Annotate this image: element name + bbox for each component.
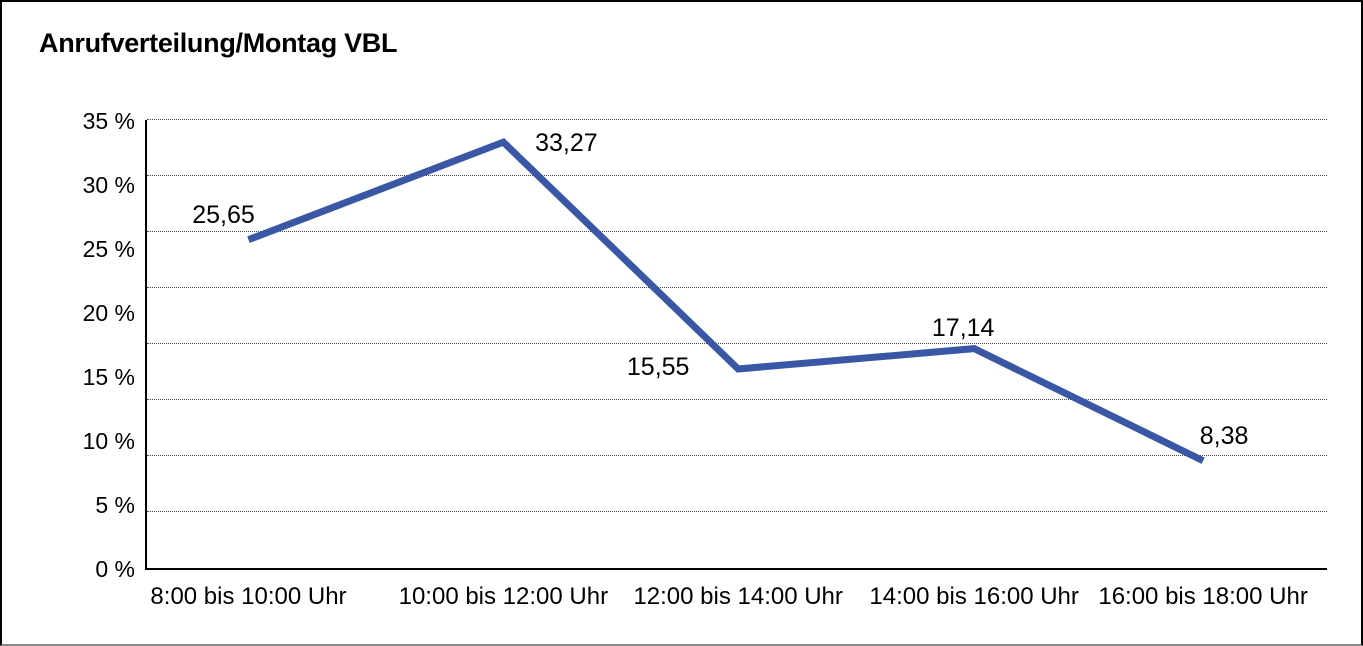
gridline [147,343,1327,344]
line-series [247,138,1205,464]
data-point-value-label: 15,55 [626,352,690,381]
x-axis-category-label: 8:00 bis 10:00 Uhr [150,583,347,610]
y-axis-tick-label: 10 % [82,428,135,454]
x-axis-category-label: 16:00 bis 18:00 Uhr [1098,583,1308,610]
gridline [147,455,1327,456]
gridline [147,175,1327,176]
x-axis-category-label: 12:00 bis 14:00 Uhr [633,583,843,610]
gridline [147,119,1327,120]
y-axis-tick-label: 0 % [95,556,135,582]
x-axis-category-label: 14:00 bis 16:00 Uhr [869,583,1079,610]
gridline [147,287,1327,288]
data-point-value-label: 17,14 [931,313,995,342]
y-axis-tick-label: 5 % [95,492,135,518]
data-point-value-label: 25,65 [192,200,255,229]
plot-area: 35 % 30 % 25 % 20 % 15 % 10 % 5 % 0 % 8:00 bis 1… [83,108,1327,610]
gridline [147,399,1327,400]
x-axis-category-label: 10:00 bis 12:00 Uhr [398,583,609,610]
data-line [247,138,1205,464]
y-axis-tick-label: 20 % [82,300,135,326]
y-axis-tick-label: 25 % [82,236,135,262]
y-axis-tick-label: 35 % [82,108,135,134]
chart-title: Anrufverteilung/Montag VBL [39,28,398,58]
gridline [147,231,1327,232]
gridline [147,511,1327,512]
data-point-value-label: 8,38 [1199,421,1249,450]
y-axis-tick-label: 15 % [82,364,135,390]
data-point-value-label: 33,27 [535,129,598,158]
y-axis-tick-label: 30 % [82,172,135,198]
